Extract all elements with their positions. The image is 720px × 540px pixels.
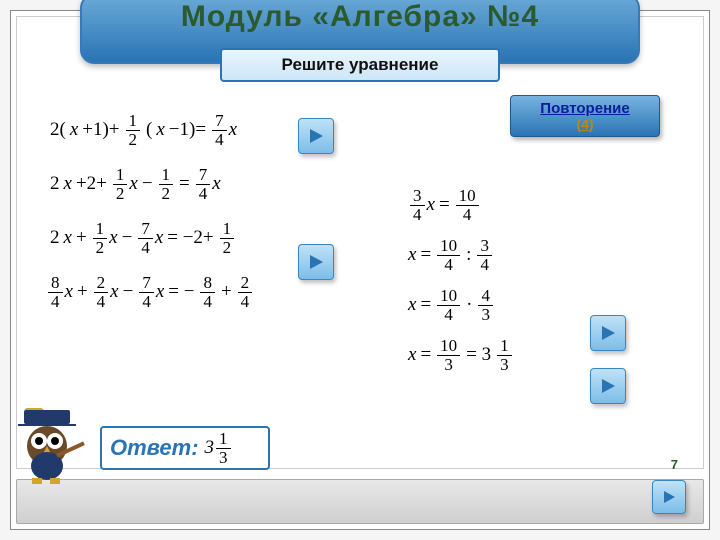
answer-label: Ответ: xyxy=(110,435,199,461)
equation-row: 84x+24x−74x= −84+24 xyxy=(46,272,254,312)
play-icon xyxy=(307,253,325,271)
title-text: Модуль «Алгебра» №4 xyxy=(181,0,539,34)
repeat-count: (4) xyxy=(576,117,593,132)
play-icon xyxy=(599,377,617,395)
repeat-button[interactable]: Повторение (4) xyxy=(510,95,660,137)
play-icon xyxy=(599,324,617,342)
repeat-label: Повторение xyxy=(540,101,629,117)
equations-right-column: 34x=104 x=104:34 x=104·43 x=103= 313 xyxy=(408,185,514,385)
equation-row: 2x+12x−74x= −2+12 xyxy=(46,218,254,258)
equation-row: 2(x+1)+12(x−1)=74x xyxy=(46,110,254,150)
play-icon xyxy=(661,489,677,505)
play-button-1[interactable] xyxy=(298,118,334,154)
answer-box: Ответ: 3 13 xyxy=(100,426,270,470)
answer-value: 3 13 xyxy=(205,430,233,467)
play-button-4[interactable] xyxy=(590,368,626,404)
subtitle-bar: Решите уравнение xyxy=(220,48,500,82)
equation-row: x=103= 313 xyxy=(408,335,514,375)
equation-row: 34x=104 xyxy=(408,185,514,225)
equation-row: 2x+2+12x−12=74x xyxy=(46,164,254,204)
play-icon xyxy=(307,127,325,145)
equations-left-column: 2(x+1)+12(x−1)=74x 2x+2+12x−12=74x 2x+12x−… xyxy=(46,110,254,326)
next-slide-button[interactable] xyxy=(652,480,686,514)
footer-plate xyxy=(16,479,704,524)
play-button-3[interactable] xyxy=(590,315,626,351)
owl-mascot-icon xyxy=(18,408,92,488)
page-number: 7 xyxy=(671,457,678,472)
equation-row: x=104:34 xyxy=(408,235,514,275)
equation-row: x=104·43 xyxy=(408,285,514,325)
subtitle-text: Решите уравнение xyxy=(282,55,439,75)
play-button-2[interactable] xyxy=(298,244,334,280)
